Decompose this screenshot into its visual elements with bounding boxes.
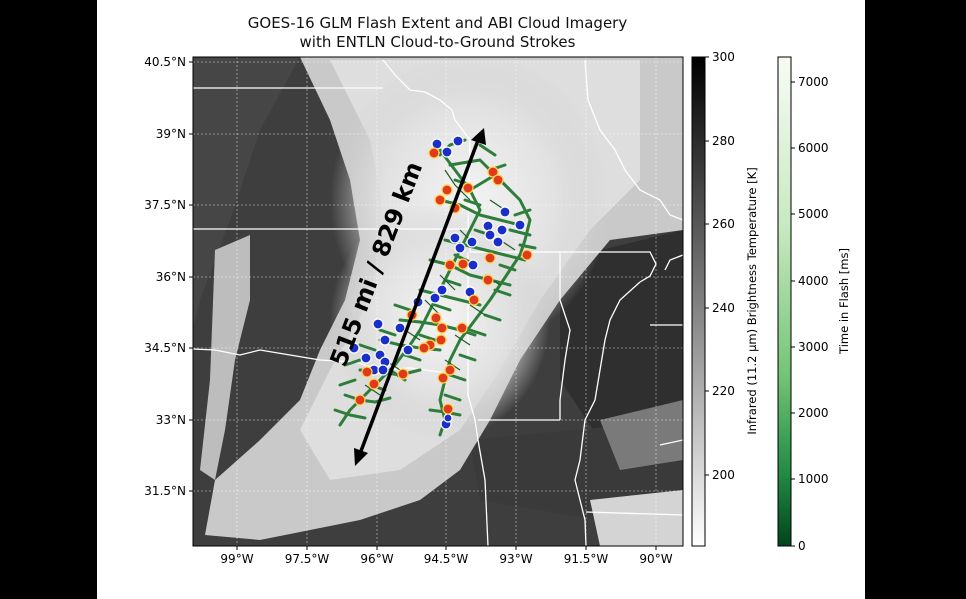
title-line-2: with ENTLN Cloud-to-Ground Strokes	[299, 33, 576, 51]
flash-tick-label: 2000	[798, 406, 829, 420]
negative-strokes	[348, 135, 526, 430]
satellite-map: 515 mi / 829 km	[193, 57, 683, 546]
flash-tick-label: 0	[798, 539, 806, 553]
lat-tick-label: 33°N	[156, 413, 186, 427]
temperature-colorbar-gradient	[691, 56, 706, 547]
lat-tick-label: 31.5°N	[144, 484, 186, 498]
clear-air-west	[193, 57, 300, 330]
map-frame	[192, 56, 684, 547]
cloud-patch-southeast	[590, 490, 683, 546]
state-borders	[193, 59, 683, 546]
graticule	[193, 57, 683, 546]
temperature-ticks: 300 280 260 240 220 200	[705, 50, 735, 482]
lon-tick-label: 97.5°W	[285, 552, 330, 566]
temperature-colorbar: 300 280 260 240 220 200 Infrared (11.2 μ…	[691, 50, 759, 547]
temperature-tick-label: 240	[712, 301, 735, 315]
flash-tick-label: 5000	[798, 207, 829, 221]
map-title: GOES-16 GLM Flash Extent and ABI Cloud I…	[97, 14, 778, 52]
flash-colorbar-label: Time in Flash [ms]	[837, 248, 851, 355]
longitude-axis: 99°W 97.5°W 96°W 94.5°W 93°W 91.5°W 90°W	[220, 546, 673, 566]
lon-tick-label: 96°W	[360, 552, 393, 566]
flash-tick-label: 3000	[798, 340, 829, 354]
clear-air-east	[560, 230, 683, 440]
temperature-tick-label: 280	[712, 134, 735, 148]
flash-tick-label: 6000	[798, 141, 829, 155]
lon-tick-label: 99°W	[220, 552, 253, 566]
flash-colorbar: 7000 6000 5000 4000 3000 2000 1000 0 Tim…	[777, 56, 851, 553]
lat-tick-label: 39°N	[156, 127, 186, 141]
lon-tick-label: 91.5°W	[564, 552, 609, 566]
cloud-band-west	[200, 235, 250, 480]
lon-tick-label: 93°W	[499, 552, 532, 566]
lat-tick-label: 40.5°N	[144, 55, 186, 69]
flash-tick-label: 7000	[798, 75, 829, 89]
flash-ticks: 7000 6000 5000 4000 3000 2000 1000 0	[791, 75, 829, 553]
flash-tick-label: 1000	[798, 472, 829, 486]
lon-tick-label: 90°W	[639, 552, 672, 566]
distance-arrow	[354, 128, 486, 466]
lat-tick-label: 37.5°N	[144, 198, 186, 212]
flash-tick-label: 4000	[798, 274, 829, 288]
temperature-tick-label: 260	[712, 217, 735, 231]
flash-colorbar-gradient	[777, 56, 792, 547]
cloud-patch-east	[600, 400, 683, 470]
latitude-axis: 40.5°N 39°N 37.5°N 36°N 34.5°N 33°N 31.5…	[144, 55, 193, 498]
lat-tick-label: 34.5°N	[144, 341, 186, 355]
temperature-tick-label: 200	[712, 468, 735, 482]
temperature-tick-label: 300	[712, 50, 735, 64]
lat-tick-label: 36°N	[156, 270, 186, 284]
lon-tick-label: 94.5°W	[424, 552, 469, 566]
temperature-tick-label: 220	[712, 384, 735, 398]
temperature-colorbar-label: Infrared (11.2 μm) Brightness Temperatur…	[745, 167, 759, 434]
title-line-1: GOES-16 GLM Flash Extent and ABI Cloud I…	[247, 14, 628, 32]
